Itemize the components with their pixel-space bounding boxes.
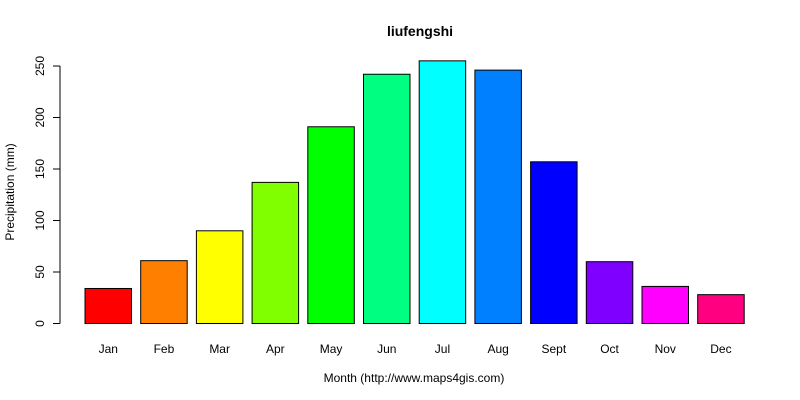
y-axis: 0 50 100 150 200 250: [33, 56, 61, 327]
bar-jul: [418, 60, 467, 324]
y-tick-label: 0: [33, 320, 47, 327]
x-tick-label: Aug: [487, 342, 508, 356]
y-axis-label: Precipitation (mm): [3, 143, 17, 240]
x-tick-label: Mar: [209, 342, 230, 356]
bar-feb: [140, 260, 188, 325]
x-tick-labels: Jan Feb Mar Apr May Jun Jul Aug Sept Oct Nov Dec: [99, 342, 732, 356]
bar-sept: [530, 161, 578, 324]
y-tick-label: 100: [33, 210, 47, 230]
x-tick-label: Sept: [542, 342, 567, 356]
bar-aug: [474, 69, 522, 325]
x-tick-label: Oct: [600, 342, 619, 356]
bar-jun: [363, 73, 411, 324]
y-tick-label: 150: [33, 159, 47, 179]
bar-dec: [697, 294, 745, 325]
x-tick-label: Dec: [710, 342, 731, 356]
x-tick-label: Apr: [266, 342, 285, 356]
bar-oct: [585, 261, 634, 325]
x-tick-label: Feb: [154, 342, 175, 356]
bar-mar: [195, 230, 244, 324]
bars: [84, 60, 745, 325]
x-tick-label: May: [320, 342, 343, 356]
y-tick-label: 250: [33, 56, 47, 76]
y-tick-label: 200: [33, 107, 47, 127]
x-tick-label: Nov: [655, 342, 676, 356]
x-axis-label: Month (http://www.maps4gis.com): [324, 371, 505, 385]
x-tick-label: Jun: [377, 342, 396, 356]
y-tick-label: 50: [33, 265, 47, 279]
bar-may: [307, 126, 355, 324]
x-tick-label: Jul: [435, 342, 450, 356]
chart-title: liufengshi: [387, 23, 453, 39]
x-tick-label: Jan: [99, 342, 118, 356]
bar-nov: [641, 285, 689, 325]
bar-apr: [251, 181, 300, 324]
bar-jan: [84, 287, 132, 325]
